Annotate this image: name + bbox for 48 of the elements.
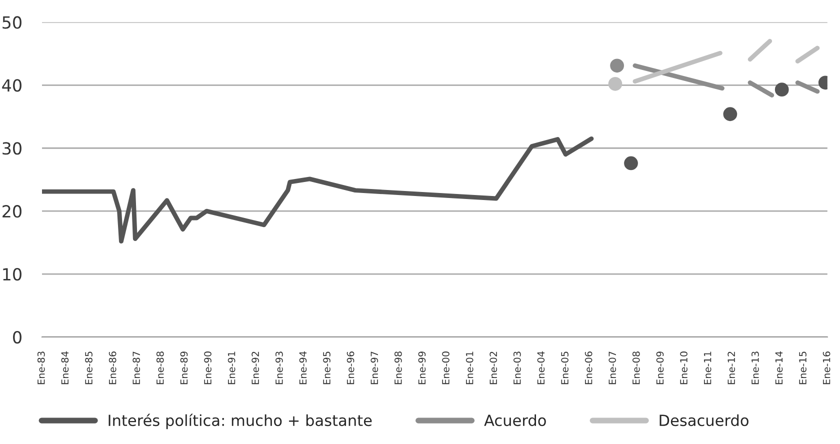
x-tick-label: Ene-93 — [276, 352, 283, 384]
x-tick-label: Ene-94 — [299, 351, 307, 384]
x-tick-label: Ene-89 — [180, 352, 188, 384]
point — [624, 156, 638, 170]
y-tick-label: 40 — [2, 79, 22, 92]
point — [723, 107, 738, 122]
x-tick-label: Ene-14 — [775, 351, 783, 384]
legend-label: Interés política: mucho + bastante — [108, 414, 372, 430]
x-tick-label: Ene-13 — [752, 352, 759, 384]
point — [610, 58, 624, 73]
y-tick-label: 50 — [2, 16, 22, 29]
x-tick-label: Ene-04 — [537, 351, 545, 384]
x-tick-label: Ene-15 — [799, 352, 806, 384]
x-tick-label: Ene-98 — [394, 352, 402, 384]
x-tick-label: Ene-08 — [632, 352, 640, 384]
x-tick-label: Ene-11 — [704, 352, 712, 384]
x-tick-label: Ene-83 — [37, 352, 45, 384]
x-tick-label: Ene-87 — [132, 352, 140, 384]
x-tick-label: Ene-09 — [656, 352, 664, 384]
x-tick-label: Ene-97 — [370, 352, 378, 384]
x-tick-label: Ene-92 — [252, 352, 260, 384]
y-tick-label: 30 — [2, 142, 22, 155]
x-tick-label: Ene-05 — [561, 352, 568, 384]
legend-label: Desacuerdo — [660, 414, 748, 426]
x-tick-label: Ene-90 — [204, 352, 212, 384]
x-tick-label: Ene-95 — [323, 352, 330, 384]
x-tick-label: Ene-84 — [61, 351, 69, 384]
legend-label: Acuerdo — [484, 414, 546, 426]
x-tick-label: Ene-10 — [680, 352, 688, 384]
x-tick-label: Ene-03 — [513, 352, 521, 384]
point — [774, 82, 789, 97]
x-tick-label: Ene-99 — [418, 352, 426, 384]
x-tick-label: Ene-00 — [442, 352, 450, 384]
x-tick-label: Ene-85 — [85, 352, 92, 384]
x-tick-label: Ene-12 — [728, 352, 736, 384]
x-tick-label: Ene-01 — [466, 352, 474, 384]
x-tick-label: Ene-16 — [822, 351, 830, 384]
point — [608, 76, 622, 91]
x-tick-label: Ene-96 — [346, 351, 354, 384]
x-tick-label: Ene-88 — [156, 352, 164, 384]
x-tick-label: Ene-06 — [584, 351, 592, 384]
y-tick-label: 0 — [13, 330, 22, 344]
y-tick-label: 20 — [2, 205, 22, 218]
x-tick-label: Ene-07 — [608, 352, 616, 384]
x-tick-label: Ene-02 — [490, 352, 498, 384]
y-tick-label: 10 — [3, 268, 22, 281]
x-tick-label: Ene-86 — [108, 351, 116, 384]
x-tick-label: Ene-91 — [228, 352, 236, 384]
